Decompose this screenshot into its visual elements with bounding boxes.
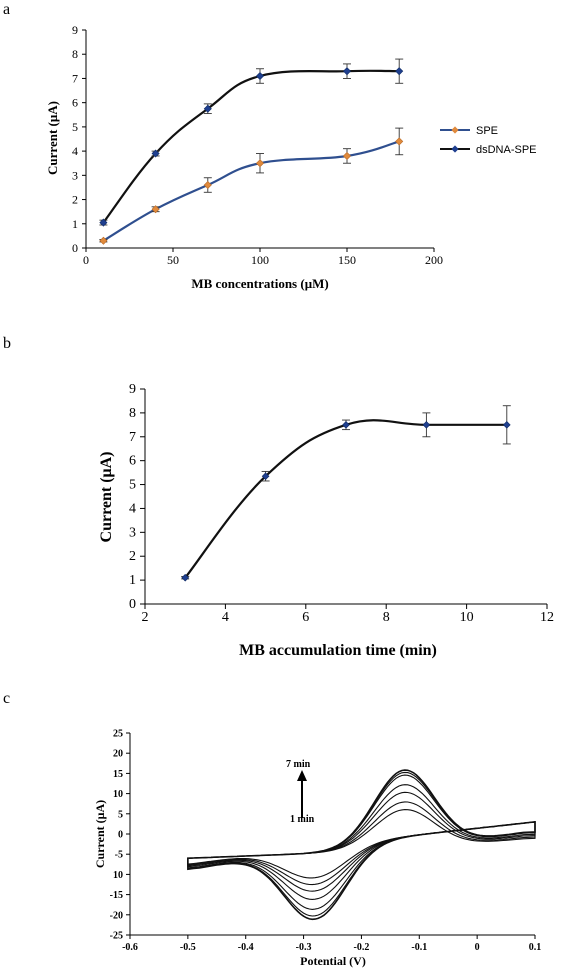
cv-curve (187, 769, 536, 921)
y-tick-label: 5 (118, 809, 123, 820)
y-tick-label: 9 (129, 382, 136, 397)
x-tick-label: -0.1 (411, 942, 427, 953)
data-point (395, 137, 404, 146)
x-tick-label: 6 (302, 610, 309, 625)
y-tick-label: 0 (118, 830, 123, 841)
annotation-bottom: 1 min (290, 814, 315, 825)
y-tick-label: -5 (115, 850, 123, 861)
x-axis-title: MB accumulation time (min) (239, 642, 437, 659)
legend-label-dsdna-spe: dsDNA-SPE (476, 144, 537, 156)
y-tick-label: 2 (129, 549, 136, 564)
y-axis-title: Current (μA) (93, 800, 107, 868)
data-point (99, 218, 108, 227)
x-tick-label: 4 (222, 610, 229, 625)
x-tick-label: 0 (475, 942, 480, 953)
series-line-curve (184, 419, 507, 579)
data-point (181, 573, 190, 582)
y-tick-label: 0 (129, 597, 136, 612)
data-point (203, 104, 212, 113)
cv-curve (187, 774, 536, 910)
y-tick-label: 3 (72, 168, 78, 182)
x-tick-label: -0.6 (122, 942, 138, 953)
y-tick-label: 5 (72, 120, 78, 134)
y-tick-label: 6 (72, 96, 78, 110)
x-tick-label: 0.1 (529, 942, 542, 953)
y-axis-title: Current (μA) (98, 452, 115, 543)
y-tick-label: 2 (72, 193, 78, 207)
series-line-spe (102, 140, 400, 242)
cv-curve (187, 801, 536, 886)
data-point (395, 67, 404, 76)
x-tick-label: -0.5 (180, 942, 196, 953)
legend-marker (451, 126, 459, 134)
data-point (502, 421, 511, 429)
annotation-top: 7 min (286, 759, 311, 770)
x-tick-label: 200 (425, 253, 443, 267)
x-tick-label: 50 (167, 253, 179, 267)
y-tick-label: 8 (72, 47, 78, 61)
y-tick-label: 4 (72, 144, 78, 158)
series-line-dsdna-spe (102, 69, 400, 224)
y-tick-label: 15 (113, 769, 123, 780)
y-tick-label: 1 (129, 573, 136, 588)
x-tick-label: -0.4 (238, 942, 254, 953)
panel-c: c -0.6 -0.5 -0.4 -0.3 -0.2 -0.1 0 0.1 -25 -20 -15 1… (3, 690, 541, 968)
arrow-head (297, 770, 307, 781)
x-tick-label: 10 (460, 610, 474, 625)
y-tick-label: 9 (72, 23, 78, 37)
data-point (255, 71, 265, 81)
y-tick-label: 7 (129, 430, 136, 445)
panel-a: a 0 50 100 150 200 0 1 2 3 4 5 6 7 8 9 MB concentration… (3, 1, 537, 291)
y-tick-label: 0 (72, 241, 78, 255)
y-tick-label: 3 (129, 525, 136, 540)
y-tick-label: 8 (129, 406, 136, 421)
panel-label-b: b (3, 335, 11, 352)
y-tick-label: 20 (113, 749, 123, 760)
data-point (99, 236, 108, 245)
x-tick-label: 12 (540, 610, 554, 625)
y-tick-label: 10 (113, 789, 123, 800)
x-tick-label: 0 (83, 253, 89, 267)
x-tick-label: -0.3 (296, 942, 312, 953)
y-tick-label: 25 (113, 729, 123, 740)
cv-curve (187, 784, 536, 900)
y-tick-label: 7 (72, 71, 78, 85)
panel-label-c: c (3, 690, 10, 707)
y-axis-title: Current (μA) (45, 101, 60, 175)
x-tick-label: 2 (142, 610, 149, 625)
y-tick-label: 6 (129, 454, 136, 469)
legend-label-spe: SPE (476, 125, 498, 137)
data-point (151, 205, 160, 214)
y-tick-label: 5 (129, 478, 136, 493)
x-tick-label: -0.2 (354, 942, 370, 953)
y-tick-label: -25 (110, 931, 123, 942)
cv-curve (187, 771, 536, 917)
data-point (342, 151, 352, 160)
data-point (203, 180, 212, 190)
y-tick-label: -15 (110, 890, 123, 901)
data-point (342, 67, 352, 76)
x-tick-label: 8 (383, 610, 390, 625)
y-tick-label: 4 (129, 501, 136, 516)
y-tick-label: 1 (72, 217, 78, 231)
x-tick-label: 150 (338, 253, 356, 267)
panel-label-a: a (3, 1, 10, 18)
data-point (342, 421, 350, 429)
x-axis-title: MB concentrations (μM) (191, 276, 328, 291)
data-point (151, 149, 160, 158)
data-point (422, 421, 431, 429)
data-point (261, 472, 270, 481)
legend-marker (451, 145, 459, 153)
y-tick-label: 10 (113, 870, 123, 881)
data-point (255, 159, 265, 168)
cv-curve (187, 809, 536, 879)
x-tick-label: 100 (251, 253, 269, 267)
x-axis-title: Potential (V) (300, 954, 366, 968)
y-tick-label: -20 (110, 910, 123, 921)
